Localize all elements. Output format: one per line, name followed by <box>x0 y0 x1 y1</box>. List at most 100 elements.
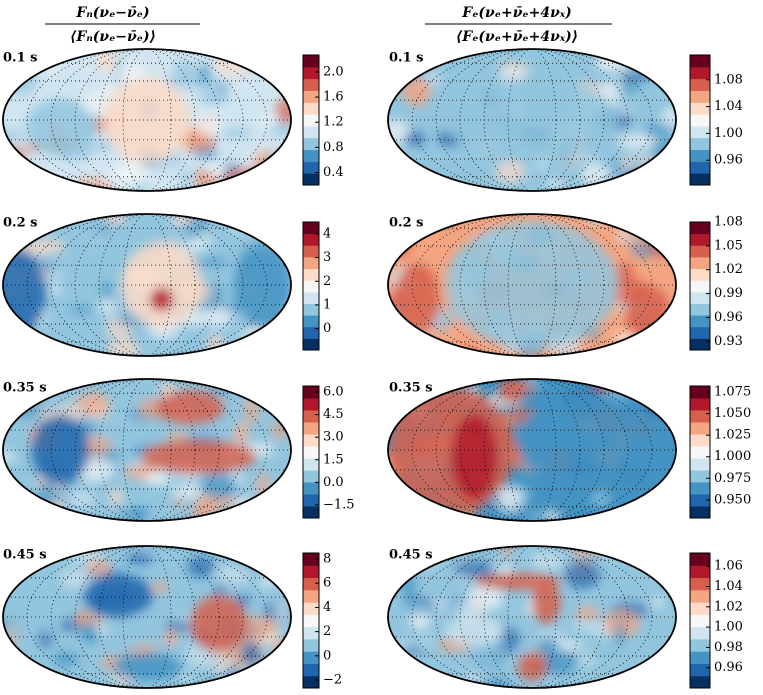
blob <box>196 112 220 138</box>
colorbar-step <box>690 55 710 68</box>
blob <box>536 637 560 658</box>
colorbar-tick-label: 3.0 <box>323 430 344 445</box>
blob <box>117 63 146 82</box>
blob <box>442 510 479 521</box>
colorbar-tick-label: 8 <box>323 552 331 567</box>
blob <box>607 344 635 356</box>
colorbar-tick-label: 1.02 <box>714 262 743 277</box>
colorbar-step <box>303 470 319 483</box>
blob <box>494 160 527 184</box>
map-outline <box>2 48 292 192</box>
blob <box>388 110 410 122</box>
colorbar-tick-label: 1.050 <box>714 406 751 421</box>
colorbar-tick-label: 4 <box>323 600 331 615</box>
colorbar-tick-label: 0.96 <box>714 153 743 168</box>
colorbar-step <box>303 589 319 603</box>
colorbar-step <box>303 102 319 115</box>
colorbar-step <box>303 614 319 628</box>
colorbar-step <box>690 102 710 115</box>
colorbar-step <box>303 268 319 281</box>
colorbar-tick-label: 0.4 <box>323 165 344 180</box>
colorbar-step <box>303 494 319 507</box>
colorbar-tick-label: 1.6 <box>323 90 344 105</box>
blob <box>391 567 410 580</box>
colorbar-step <box>690 173 710 186</box>
blob <box>532 581 561 625</box>
blob <box>217 566 252 583</box>
colorbar-step <box>690 614 710 628</box>
colorbar-tick-label: 1.08 <box>714 72 743 87</box>
colorbar-tick-label: 1.075 <box>714 385 751 400</box>
colorbar-step <box>690 222 710 235</box>
blob <box>181 673 193 683</box>
map-outline <box>2 213 292 357</box>
blob <box>649 632 672 655</box>
blob <box>651 138 676 163</box>
blob <box>207 306 232 328</box>
colorbar-step <box>303 422 319 435</box>
colorbar-frame <box>302 221 320 351</box>
blob <box>648 333 676 352</box>
blob <box>220 214 252 223</box>
blob <box>3 173 13 186</box>
blob <box>388 581 400 593</box>
colorbar-frame <box>302 385 320 519</box>
blob <box>165 620 194 632</box>
blob <box>647 230 676 258</box>
blob <box>445 617 504 646</box>
blob <box>265 216 283 229</box>
blob <box>135 614 159 637</box>
blob <box>389 161 403 175</box>
colorbar-tick-label: 1.000 <box>714 449 751 464</box>
colorbar-step <box>303 434 319 447</box>
blob <box>181 166 192 191</box>
blob <box>52 651 80 667</box>
colorbar-tick-label: 2 <box>323 624 331 639</box>
colorbar-tick-label: 0.950 <box>714 492 751 507</box>
colorbar-step <box>303 651 319 664</box>
colorbar-frame <box>689 385 711 519</box>
blob <box>262 491 291 517</box>
blob <box>451 414 498 500</box>
blob <box>32 238 66 255</box>
colorbar-tick-label: 1.06 <box>714 559 743 574</box>
blob <box>564 561 601 590</box>
colorbar-tick-label: 4.5 <box>323 407 344 422</box>
colorbar-step <box>690 386 710 399</box>
colorbar-tick-label: 0 <box>323 648 331 663</box>
colorbar-step <box>690 589 710 603</box>
blob <box>388 120 412 142</box>
colorbar-tick-label: 0.975 <box>714 471 751 486</box>
colorbar-step <box>303 577 319 591</box>
colorbar-step <box>303 149 319 162</box>
blob <box>93 227 128 241</box>
blob <box>171 485 204 498</box>
blob <box>152 581 169 593</box>
colorbar-step <box>690 553 710 566</box>
colorbar-tick-label: 0 <box>323 321 331 336</box>
blob <box>388 395 401 415</box>
colorbar-tick-label: 0.8 <box>323 140 344 155</box>
blob <box>637 659 657 672</box>
column-title-numerator: Fₑ(νₑ+ν̄ₑ+4νₓ) <box>461 5 571 21</box>
colorbar-step <box>690 114 710 127</box>
blob <box>644 124 672 137</box>
blob <box>655 179 668 190</box>
blob <box>640 165 676 180</box>
blob <box>83 140 118 152</box>
colorbar-step <box>690 577 710 591</box>
colorbar-step <box>303 280 319 293</box>
blob <box>232 178 270 191</box>
blob <box>265 326 291 354</box>
blob <box>116 508 150 518</box>
colorbar-step <box>303 675 319 689</box>
blob <box>261 49 276 58</box>
colorbar-step <box>690 663 710 677</box>
colorbar-step <box>303 602 319 615</box>
blob <box>617 134 656 149</box>
colorbar-step <box>690 626 710 640</box>
blob <box>393 263 440 335</box>
blob <box>496 63 531 72</box>
blob <box>84 265 100 274</box>
